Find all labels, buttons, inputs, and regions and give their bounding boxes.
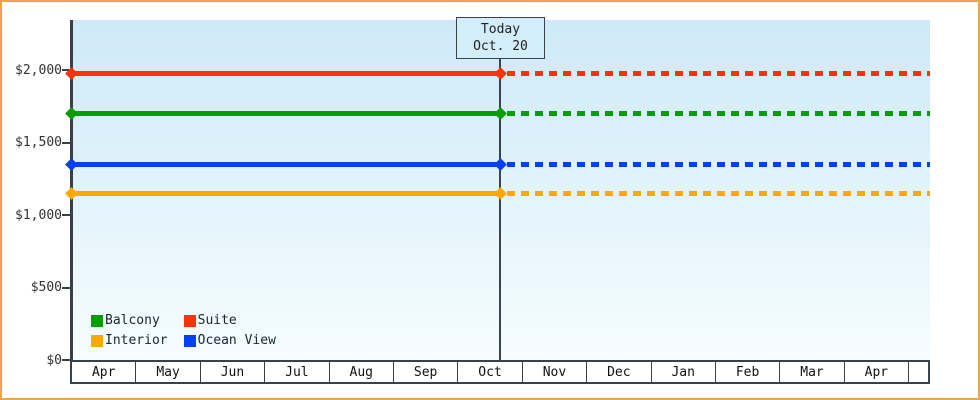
series-dotted-ocean-view	[507, 161, 930, 167]
month-cell-jul: Jul	[265, 362, 330, 382]
today-vertical-line	[499, 57, 501, 360]
month-cell-feb: Feb	[716, 362, 781, 382]
series-dotted-suite	[507, 71, 930, 77]
y-tick-label: $0	[46, 352, 62, 368]
series-solid-interior	[71, 190, 501, 196]
month-cell-nov: Nov	[523, 362, 588, 382]
month-cell-may: May	[136, 362, 201, 382]
month-cell-jun: Jun	[201, 362, 266, 382]
legend: Balcony Suite Interior Ocean View	[91, 313, 276, 348]
legend-label: Balcony	[105, 313, 160, 328]
legend-label: Ocean View	[197, 333, 276, 348]
month-cell-mar: Mar	[780, 362, 845, 382]
month-cell-apr: Apr	[845, 362, 910, 382]
legend-label: Suite	[197, 313, 237, 328]
month-cell-aug: Aug	[330, 362, 394, 382]
month-cell-sep: Sep	[394, 362, 459, 382]
series-solid-ocean-view	[71, 161, 501, 167]
y-tick-label: $1,500	[15, 135, 62, 151]
y-tick-label: $1,000	[15, 207, 62, 223]
legend-item-ocean-view: Ocean View	[183, 333, 276, 348]
interior-swatch-icon	[91, 334, 103, 347]
month-cell-jan: Jan	[652, 362, 716, 382]
y-tick-mark	[62, 214, 71, 216]
suite-swatch-icon	[183, 314, 196, 327]
legend-item-balcony: Balcony	[91, 313, 168, 328]
legend-label: Interior	[105, 333, 168, 348]
legend-item-interior: Interior	[91, 333, 168, 348]
ocean-view-swatch-icon	[183, 334, 196, 347]
balcony-swatch-icon	[91, 314, 103, 327]
y-tick-mark	[62, 286, 71, 289]
legend-item-suite: Suite	[183, 313, 276, 328]
today-date: Oct. 20	[473, 39, 528, 54]
y-tick-label: $500	[30, 280, 62, 295]
series-dotted-interior	[507, 190, 930, 196]
today-marker-box: Today Oct. 20	[456, 17, 545, 59]
series-solid-suite	[71, 71, 501, 77]
y-tick-mark	[62, 69, 71, 72]
month-cell-empty	[909, 362, 928, 382]
today-label: Today	[480, 22, 521, 37]
y-tick-label: $2,000	[15, 62, 62, 78]
y-tick-mark	[62, 141, 71, 144]
month-cell-apr: Apr	[72, 362, 137, 382]
y-tick-mark	[62, 359, 71, 361]
month-cell-oct: Oct	[458, 362, 523, 382]
x-axis-month-band: Apr May Jun Jul Aug Sep Oct Nov Dec Jan Feb Mar Apr	[70, 360, 930, 384]
month-cell-dec: Dec	[587, 362, 652, 382]
series-solid-balcony	[71, 111, 501, 117]
series-dotted-balcony	[507, 111, 930, 117]
